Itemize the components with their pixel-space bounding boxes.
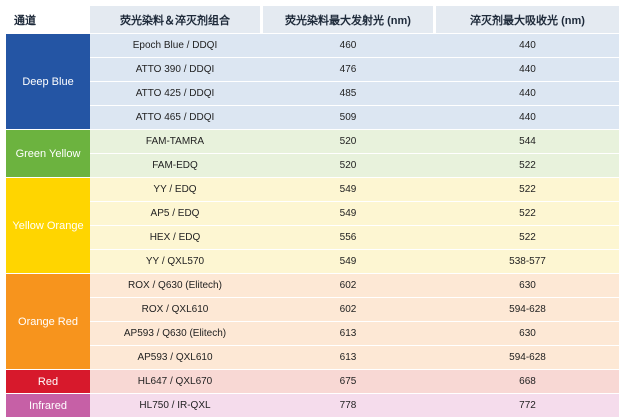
header-combo: 荧光染料＆淬灭剂组合 [90, 6, 260, 33]
table-row: AP593 / Q630 (Elitech) 613 630 [90, 322, 619, 345]
channel-orange-red: Orange Red [6, 274, 90, 369]
row-separator [90, 225, 619, 226]
row-separator [90, 129, 619, 130]
emission-cell: 476 [339, 64, 357, 75]
absorption-cell: 522 [519, 160, 536, 171]
table-row: ATTO 465 / DDQI 509 440 [90, 106, 619, 129]
table-row: AP593 / QXL610 613 594-628 [90, 346, 619, 369]
absorption-cell: 538-577 [509, 256, 546, 267]
channel-label: Red [37, 375, 59, 388]
row-separator [90, 249, 619, 250]
channel-red: Red [6, 370, 90, 393]
combo-cell: HEX / EDQ [149, 232, 201, 243]
emission-cell: 520 [339, 160, 357, 171]
channel-infrared: Infrared [6, 394, 90, 417]
table-row: HEX / EDQ 556 522 [90, 226, 619, 249]
absorption-cell: 772 [519, 400, 536, 411]
table-row: YY / QXL570 549 538-577 [90, 250, 619, 273]
combo-cell: Epoch Blue / DDQI [132, 40, 218, 51]
header-absorption: 淬灭剂最大吸收光 (nm) [436, 6, 619, 33]
absorption-cell: 594-628 [509, 352, 546, 363]
absorption-cell: 522 [519, 232, 536, 243]
absorption-cell: 594-628 [509, 304, 546, 315]
combo-cell: FAM-TAMRA [145, 136, 205, 147]
table-row: HL750 / IR-QXL 778 772 [90, 394, 619, 417]
emission-cell: 549 [339, 208, 357, 219]
table-row: FAM-EDQ 520 522 [90, 154, 619, 177]
header-emission: 荧光染料最大发射光 (nm) [263, 6, 433, 33]
absorption-cell: 668 [519, 376, 536, 387]
absorption-cell: 630 [519, 280, 536, 291]
row-separator [90, 345, 619, 346]
emission-cell: 602 [339, 280, 357, 291]
combo-cell: ATTO 425 / DDQI [135, 88, 215, 99]
dye-quencher-table: 通道 荧光染料＆淬灭剂组合 荧光染料最大发射光 (nm) 淬灭剂最大吸收光 (n… [6, 6, 619, 418]
emission-cell: 549 [339, 184, 357, 195]
absorption-cell: 440 [519, 40, 536, 51]
table-row: HL647 / QXL670 675 668 [90, 370, 619, 393]
row-separator [90, 81, 619, 82]
emission-cell: 556 [339, 232, 357, 243]
table-row: FAM-TAMRA 520 544 [90, 130, 619, 153]
row-separator [90, 57, 619, 58]
row-separator [90, 201, 619, 202]
emission-cell: 520 [339, 136, 357, 147]
combo-cell: AP593 / QXL610 [137, 352, 213, 363]
row-separator [90, 297, 619, 298]
absorption-cell: 522 [519, 208, 536, 219]
table-row: Epoch Blue / DDQI 460 440 [90, 34, 619, 57]
row-separator [90, 153, 619, 154]
row-separator [90, 393, 619, 394]
row-separator [90, 369, 619, 370]
emission-cell: 675 [339, 376, 357, 387]
combo-cell: ATTO 465 / DDQI [135, 112, 215, 123]
row-separator [90, 105, 619, 106]
absorption-cell: 522 [519, 184, 536, 195]
emission-cell: 460 [339, 40, 357, 51]
emission-cell: 509 [339, 112, 357, 123]
absorption-cell: 440 [519, 64, 536, 75]
table-row: ATTO 390 / DDQI 476 440 [90, 58, 619, 81]
row-separator [90, 321, 619, 322]
absorption-cell: 440 [519, 88, 536, 99]
table-row: ROX / QXL610 602 594-628 [90, 298, 619, 321]
combo-cell: FAM-EDQ [152, 160, 198, 171]
table-row: ATTO 425 / DDQI 485 440 [90, 82, 619, 105]
absorption-cell: 544 [519, 136, 536, 147]
header-channel: 通道 [14, 14, 36, 27]
combo-cell: YY / QXL570 [145, 256, 205, 267]
emission-cell: 613 [339, 328, 357, 339]
channel-label: Infrared [29, 399, 67, 412]
emission-cell: 602 [339, 304, 357, 315]
channel-label: Yellow Orange [12, 219, 84, 232]
channel-green-yellow: Green Yellow [6, 130, 90, 177]
table-row: ROX / Q630 (Elitech) 602 630 [90, 274, 619, 297]
table-row: AP5 / EDQ 549 522 [90, 202, 619, 225]
combo-cell: YY / EDQ [153, 184, 197, 195]
row-separator [90, 273, 619, 274]
absorption-cell: 440 [519, 112, 536, 123]
channel-label: Orange Red [18, 315, 78, 328]
emission-cell: 613 [339, 352, 357, 363]
channel-deep-blue: Deep Blue [6, 34, 90, 129]
row-separator [90, 177, 619, 178]
emission-cell: 549 [339, 256, 357, 267]
combo-cell: ROX / Q630 (Elitech) [128, 280, 222, 291]
combo-cell: ATTO 390 / DDQI [135, 64, 215, 75]
combo-cell: AP5 / EDQ [150, 208, 200, 219]
channel-yellow-orange: Yellow Orange [6, 178, 90, 273]
combo-cell: AP593 / Q630 (Elitech) [123, 328, 227, 339]
combo-cell: HL647 / QXL670 [137, 376, 213, 387]
emission-cell: 485 [339, 88, 357, 99]
emission-cell: 778 [339, 400, 357, 411]
channel-label: Green Yellow [15, 147, 81, 160]
table-row: YY / EDQ 549 522 [90, 178, 619, 201]
absorption-cell: 630 [519, 328, 536, 339]
channel-label: Deep Blue [22, 75, 74, 88]
combo-cell: ROX / QXL610 [141, 304, 209, 315]
combo-cell: HL750 / IR-QXL [139, 400, 211, 411]
